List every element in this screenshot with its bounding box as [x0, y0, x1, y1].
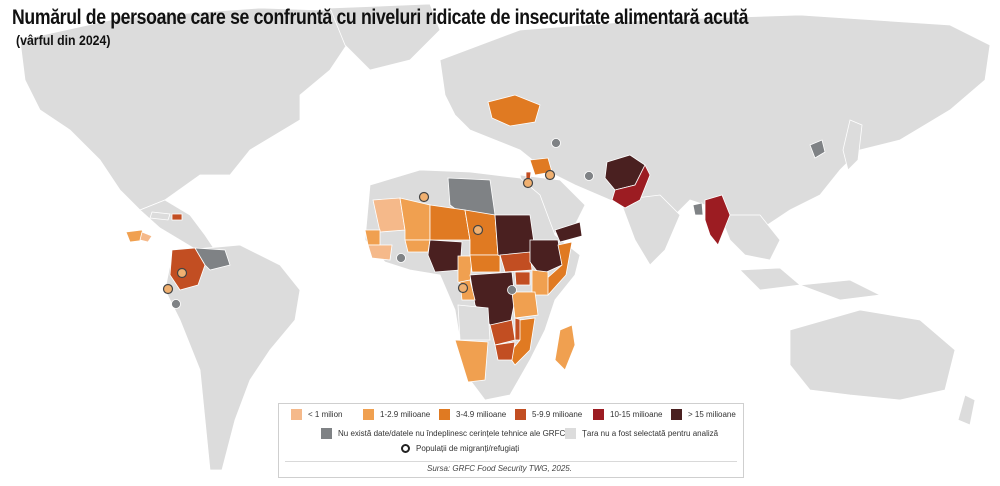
legend-label: 3-4.9 milioane	[456, 410, 507, 419]
country-niger	[429, 204, 471, 241]
country-pakistan	[611, 164, 651, 209]
country-haiti	[149, 211, 171, 221]
map-title: Numărul de persoane care se confruntă cu…	[12, 6, 749, 29]
country-madagascar	[554, 324, 576, 371]
country-senegal	[364, 229, 381, 246]
refugee-ring-icon	[401, 444, 410, 453]
legend-item-3-4-9: 3-4.9 milioane	[439, 409, 506, 420]
legend-label: Țara nu a fost selectată pentru analiză	[582, 429, 719, 438]
legend-swatch-gt15	[671, 409, 682, 420]
country-venezuela	[194, 247, 231, 271]
country-yemen	[554, 221, 583, 243]
country-north-korea	[809, 139, 826, 159]
refugee-marker	[162, 283, 174, 295]
country-ethiopia	[529, 239, 563, 276]
legend-swatch-10-15	[593, 409, 604, 420]
country-shapes	[125, 94, 826, 383]
country-myanmar	[704, 194, 731, 246]
country-ukraine	[487, 94, 541, 127]
country-car	[469, 254, 501, 273]
legend-item-gt15: > 15 milioane	[671, 409, 736, 420]
country-haiti-main	[171, 213, 183, 221]
country-kenya	[531, 269, 549, 296]
legend-item-not-selected: Țara nu a fost selectată pentru analiză	[565, 428, 718, 439]
legend-label: 1-2.9 milioane	[380, 410, 431, 419]
country-honduras	[139, 231, 153, 243]
legend-label: Populații de migranți/refugiați	[416, 444, 520, 453]
country-south-sudan	[499, 251, 533, 273]
legend-label: < 1 milion	[308, 410, 343, 419]
legend-item-lt1: < 1 milion	[291, 409, 342, 420]
refugee-marker	[472, 224, 484, 236]
legend-swatch-1-2-9	[363, 409, 374, 420]
country-nigeria	[427, 239, 463, 273]
legend-label: > 15 milioane	[688, 410, 736, 419]
legend-swatch-not-selected	[565, 428, 576, 439]
source-note: Sursa: GRFC Food Security TWG, 2025.	[427, 464, 572, 473]
legend-swatch-5-9-9	[515, 409, 526, 420]
legend: < 1 milion 1-2.9 milioane 3-4.9 milioane…	[278, 403, 744, 478]
legend-item-1-2-9: 1-2.9 milioane	[363, 409, 430, 420]
country-bangladesh	[692, 202, 704, 216]
legend-swatch-3-4-9	[439, 409, 450, 420]
legend-item-10-15: 10-15 milioane	[593, 409, 662, 420]
legend-swatch-no-data	[321, 428, 332, 439]
country-uganda	[514, 271, 531, 286]
legend-swatch-lt1	[291, 409, 302, 420]
refugee-markers	[162, 169, 556, 295]
country-tanzania	[511, 291, 539, 319]
refugee-marker	[176, 267, 188, 279]
country-zimbabwe	[494, 341, 516, 361]
legend-divider	[285, 461, 737, 462]
refugee-marker	[522, 177, 534, 189]
refugee-marker	[544, 169, 556, 181]
legend-item-no-data: Nu există date/datele nu îndeplinesc cer…	[321, 428, 565, 439]
legend-item-refugees: Populații de migranți/refugiați	[401, 444, 519, 453]
legend-item-5-9-9: 5-9.9 milioane	[515, 409, 582, 420]
refugee-marker	[457, 282, 469, 294]
country-mozambique	[507, 317, 536, 366]
country-angola	[457, 304, 491, 341]
legend-label: Nu există date/datele nu îndeplinesc cer…	[338, 429, 566, 438]
no-data-dots	[171, 138, 594, 309]
refugee-marker	[418, 191, 430, 203]
country-burkina	[404, 239, 431, 253]
legend-label: 10-15 milioane	[610, 410, 663, 419]
country-zambia	[489, 319, 516, 346]
map-subtitle: (vârful din 2024)	[16, 32, 111, 48]
country-namibia	[454, 339, 489, 383]
country-guinea	[367, 244, 393, 261]
legend-label: 5-9.9 milioane	[532, 410, 583, 419]
